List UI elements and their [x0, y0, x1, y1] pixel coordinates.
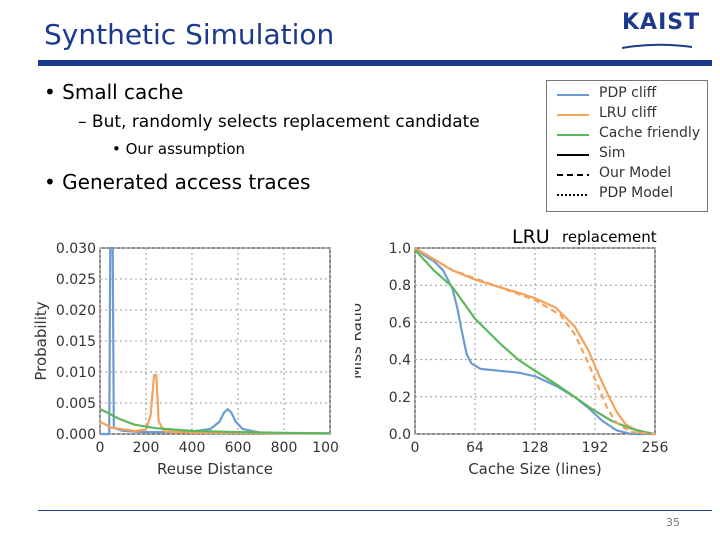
footer-rule: [38, 510, 712, 511]
y-tick-label: 1.0: [389, 241, 411, 257]
series-line-pdp-cliff: [414, 247, 655, 436]
x-axis-label: Cache Size (lines): [468, 460, 602, 478]
series-line-lru-cliff: [99, 374, 331, 435]
bullet-small-cache: • Small cache: [44, 80, 184, 104]
legend-swatch-cache-friendly: [557, 134, 589, 136]
legend-swatch-our-model: [557, 174, 589, 176]
x-tick-label: 0: [411, 440, 420, 456]
plot-area: [414, 247, 656, 435]
y-tick-label: 0.015: [56, 334, 96, 350]
chart-legend: PDP cliff LRU cliff Cache friendly Sim O…: [546, 80, 708, 212]
legend-swatch-lru-cliff: [557, 114, 589, 116]
series-line-cache-friendly: [99, 408, 331, 435]
legend-label: PDP Model: [599, 185, 674, 201]
legend-swatch-pdp-cliff: [557, 94, 589, 96]
y-tick-label: 0.010: [56, 365, 96, 381]
y-tick-label: 0.030: [56, 241, 96, 257]
legend-label: Our Model: [599, 165, 672, 181]
legend-label: PDP cliff: [599, 85, 657, 101]
kaist-logo-swoosh: [621, 43, 693, 49]
x-axis-label: Reuse Distance: [157, 460, 273, 478]
legend-label: Cache friendly: [599, 125, 701, 141]
legend-item-pdp-model: PDP Model: [555, 185, 673, 207]
sub-sub-bullet-our-assumption: • Our assumption: [112, 140, 246, 158]
bullet-generated-traces-text: Generated access traces: [62, 170, 311, 194]
y-tick-label: 0.025: [56, 272, 96, 288]
y-axis-label: Miss Ratio: [355, 303, 365, 379]
y-tick-label: 0.020: [56, 303, 96, 319]
bullet-generated-traces: • Generated access traces: [44, 170, 311, 194]
legend-swatch-sim: [557, 154, 589, 156]
x-tick-label: 0: [96, 440, 105, 456]
sub-sub-bullet-text: Our assumption: [125, 140, 246, 158]
y-tick-label: 0.8: [389, 278, 411, 294]
series-line-lru-our-model: [414, 247, 656, 436]
x-tick-label: 128: [522, 440, 549, 456]
replacement-label: replacement: [562, 228, 657, 246]
reuse-distance-chart: 0.000 0.005 0.010 0.015 0.020 0.025 0.030 0 200 4…: [32, 241, 340, 478]
kaist-logo: KAIST: [621, 10, 701, 49]
legend-item-our-model: Our Model: [555, 165, 671, 187]
x-tick-label: 256: [642, 440, 669, 456]
miss-ratio-chart: 0.0 0.2 0.4 0.6 0.8 1.0 0 64 128 192 256 Cache Size…: [355, 241, 669, 478]
x-tick-label: 600: [225, 440, 252, 456]
y-tick-label: 0.2: [389, 390, 411, 406]
legend-swatch-pdp-model: [557, 194, 589, 196]
y-tick-label: 0.4: [389, 353, 411, 369]
legend-item-lru-cliff: LRU cliff: [555, 105, 656, 127]
y-tick-label: 0.6: [389, 315, 411, 331]
kaist-logo-text: KAIST: [622, 10, 701, 35]
y-axis-label: Probability: [32, 301, 50, 380]
y-tick-label: 0.000: [56, 427, 96, 443]
x-tick-label: 1000: [312, 440, 340, 456]
x-tick-label: 192: [582, 440, 609, 456]
x-tick-label: 400: [179, 440, 206, 456]
legend-item-sim: Sim: [555, 145, 625, 167]
lru-label: LRU: [512, 226, 550, 248]
legend-item-cache-friendly: Cache friendly: [555, 125, 700, 147]
y-tick-label: 0.0: [389, 427, 411, 443]
x-tick-label: 800: [271, 440, 298, 456]
page-number: 35: [666, 516, 680, 529]
slide-title: Synthetic Simulation: [44, 18, 335, 51]
series-line-cache-friendly: [414, 249, 656, 436]
legend-item-pdp-cliff: PDP cliff: [555, 85, 656, 107]
y-tick-label: 0.005: [56, 396, 96, 412]
legend-label: Sim: [599, 145, 626, 161]
legend-label: LRU cliff: [599, 105, 657, 121]
x-tick-label: 64: [466, 440, 484, 456]
series-line-pdp-cliff: [100, 246, 330, 436]
bullet-small-cache-text: Small cache: [62, 80, 184, 104]
x-tick-label: 200: [133, 440, 160, 456]
title-rule: [38, 60, 712, 66]
sub-bullet-random-replacement: – But, randomly selects replacement cand…: [78, 112, 480, 132]
